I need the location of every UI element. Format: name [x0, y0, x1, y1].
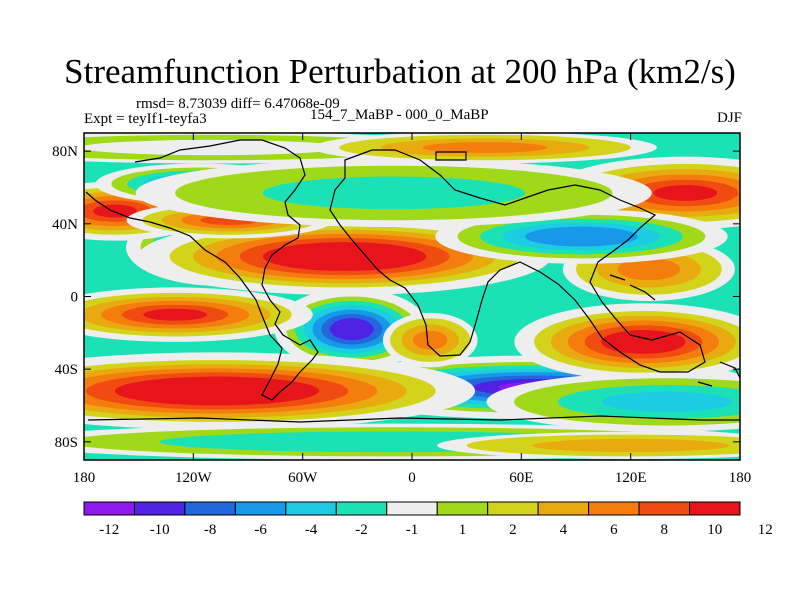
x-tick-label: 180: [729, 470, 752, 486]
coastline-overlay: [85, 139, 319, 401]
colorbar-swatch: [335, 501, 388, 516]
colorbar-swatch: [487, 501, 539, 516]
contour-level: [653, 185, 718, 201]
contour-level: [532, 438, 730, 453]
x-tick-label: 0: [408, 470, 416, 486]
colorbar: -12 -10 -8 -6 -4 -2 -1 1 2 4 6 8 10 12: [83, 501, 773, 538]
contour-feature: [274, 288, 430, 371]
coastline-overlay-2: [329, 149, 706, 373]
colorbar-swatch: [133, 501, 186, 516]
contour-field: [84, 133, 740, 460]
contour-level: [309, 250, 380, 263]
colorbar-swatch: [234, 501, 287, 516]
y-tick-label: 80N: [52, 144, 78, 160]
colorbar-swatch: [588, 501, 640, 516]
contour-level: [173, 384, 261, 398]
contour-level: [84, 139, 343, 156]
contour-level: [617, 258, 681, 281]
y-tick-label: 40N: [52, 217, 78, 233]
colorbar-label: -12: [99, 522, 119, 538]
colorbar-label: 1: [459, 522, 467, 538]
colorbar-label: -6: [254, 522, 267, 538]
colorbar-label: -1: [406, 522, 419, 538]
season-label: DJF: [716, 110, 742, 126]
x-tick-label: 120E: [615, 470, 647, 486]
map-title: Streamfunction Perturbation at 200 hPa (…: [64, 52, 736, 91]
x-tick-label: 60W: [288, 470, 318, 486]
contour-feature: [486, 372, 740, 432]
colorbar-label: 10: [707, 522, 722, 538]
colorbar-label: -10: [150, 522, 170, 538]
contour-level: [262, 176, 525, 210]
statistics-label: rmsd= 8.73039 diff= 6.47068e-09: [136, 96, 340, 112]
colorbar-swatch: [537, 501, 590, 516]
x-tick-label: 120W: [175, 470, 213, 486]
colorbar-label: 2: [509, 522, 517, 538]
contour-level: [422, 142, 548, 153]
y-tick-label: 80S: [55, 435, 78, 451]
colorbar-swatch: [83, 501, 135, 516]
x-tick-label: 60E: [509, 470, 533, 486]
colorbar-label: 12: [758, 522, 773, 538]
contour-level: [601, 391, 733, 412]
contour-feature: [135, 158, 652, 228]
difference-label: 154_7_MaBP - 000_0_MaBP: [310, 107, 489, 123]
contour-level: [93, 204, 137, 218]
longitude-axis: 180 120W 60W 0 60E 120E 180: [73, 133, 752, 486]
contour-feature: [382, 312, 478, 368]
colorbar-swatch: [386, 501, 438, 516]
colorbar-label: 4: [560, 522, 568, 538]
x-tick-label: 180: [73, 470, 96, 486]
contour-feature: [84, 352, 475, 430]
colorbar-label: 8: [661, 522, 669, 538]
colorbar-label: -2: [355, 522, 368, 538]
contour-feature: [84, 287, 313, 342]
contour-feature: [437, 431, 740, 460]
colorbar-label: -8: [204, 522, 217, 538]
coastline-overlay-3: [87, 151, 740, 423]
contour-level: [338, 322, 365, 336]
colorbar-swatch: [436, 501, 489, 516]
y-tick-label: 40S: [55, 362, 78, 378]
colorbar-label: 6: [610, 522, 618, 538]
contour-level: [547, 230, 616, 243]
y-tick-label: 0: [71, 290, 79, 306]
colorbar-swatch: [184, 501, 236, 516]
colorbar-swatch: [285, 501, 337, 516]
contour-level: [413, 330, 448, 350]
contour-feature: [312, 133, 657, 164]
latitude-axis: 80N 40N 0 40S 80S: [52, 144, 740, 451]
contour-level: [143, 308, 207, 321]
colorbar-swatch: [689, 501, 741, 516]
colorbar-swatch: [638, 501, 691, 516]
colorbar-label: -4: [305, 522, 318, 538]
experiment-label: Expt = teyIf1-teyfa3: [84, 111, 207, 127]
